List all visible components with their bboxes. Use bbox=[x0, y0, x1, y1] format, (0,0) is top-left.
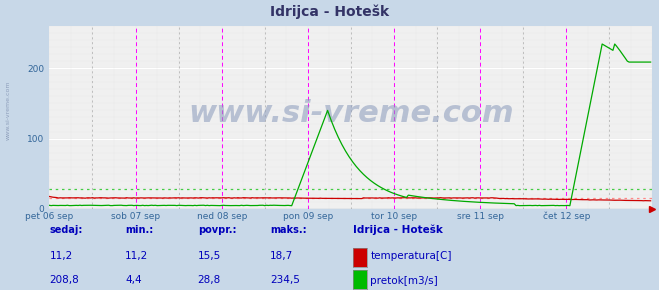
Text: maks.:: maks.: bbox=[270, 225, 307, 235]
Text: temperatura[C]: temperatura[C] bbox=[370, 251, 452, 261]
Text: 4,4: 4,4 bbox=[125, 276, 142, 285]
Text: 18,7: 18,7 bbox=[270, 251, 293, 261]
Text: 11,2: 11,2 bbox=[49, 251, 72, 261]
Text: povpr.:: povpr.: bbox=[198, 225, 236, 235]
Text: 208,8: 208,8 bbox=[49, 276, 79, 285]
Text: www.si-vreme.com: www.si-vreme.com bbox=[188, 99, 514, 128]
Text: Idrijca - Hotešk: Idrijca - Hotešk bbox=[270, 4, 389, 19]
Text: min.:: min.: bbox=[125, 225, 154, 235]
Text: www.si-vreme.com: www.si-vreme.com bbox=[5, 80, 11, 140]
Text: 28,8: 28,8 bbox=[198, 276, 221, 285]
Text: 15,5: 15,5 bbox=[198, 251, 221, 261]
Text: sedaj:: sedaj: bbox=[49, 225, 83, 235]
Text: Idrijca - Hotešk: Idrijca - Hotešk bbox=[353, 225, 442, 235]
Text: pretok[m3/s]: pretok[m3/s] bbox=[370, 276, 438, 285]
Text: 11,2: 11,2 bbox=[125, 251, 148, 261]
Text: 234,5: 234,5 bbox=[270, 276, 300, 285]
